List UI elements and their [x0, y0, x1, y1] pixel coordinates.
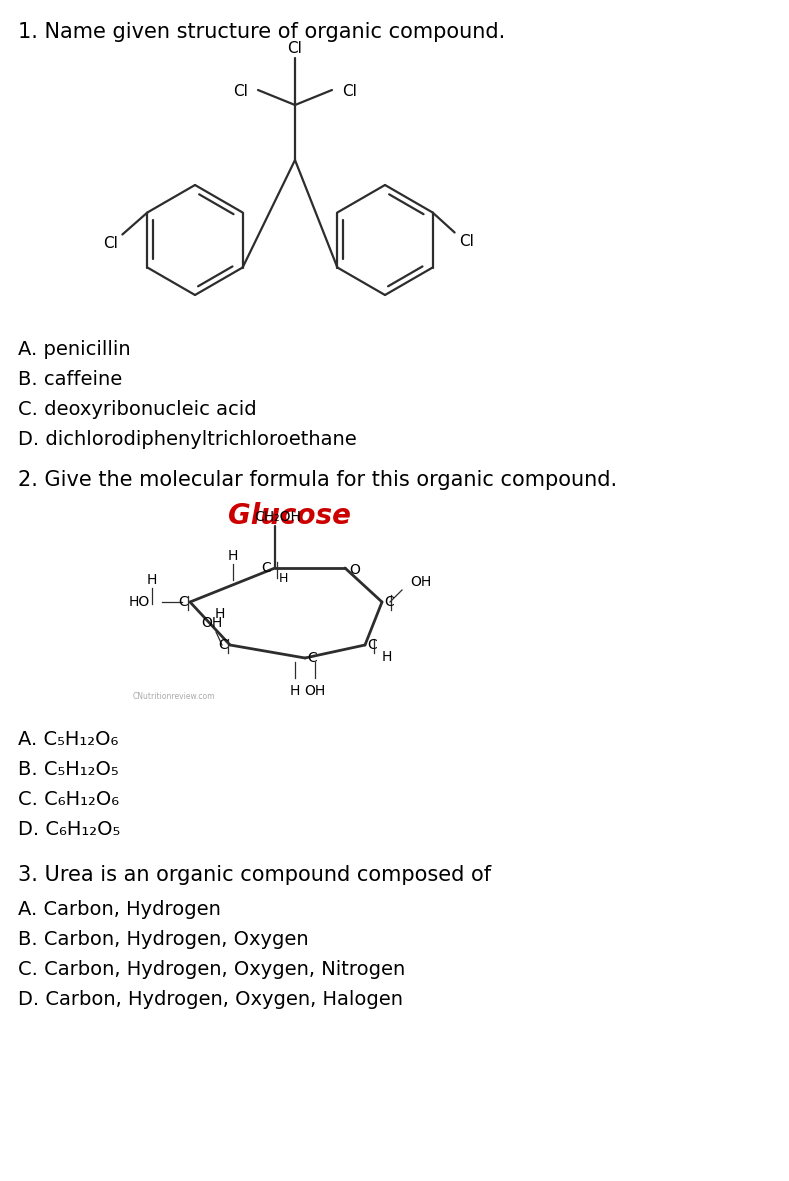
Text: Cl: Cl [458, 235, 473, 249]
Text: Cl: Cl [233, 85, 248, 99]
Text: CNutritionreview.com: CNutritionreview.com [133, 692, 215, 702]
Text: H: H [215, 607, 225, 621]
Text: B. caffeine: B. caffeine [18, 370, 122, 389]
Text: D. Carbon, Hydrogen, Oxygen, Halogen: D. Carbon, Hydrogen, Oxygen, Halogen [18, 990, 403, 1009]
Text: B. Carbon, Hydrogen, Oxygen: B. Carbon, Hydrogen, Oxygen [18, 929, 308, 950]
Text: C: C [384, 595, 394, 609]
Text: H: H [147, 573, 157, 587]
Text: 1. Name given structure of organic compound.: 1. Name given structure of organic compo… [18, 22, 505, 43]
Text: H: H [228, 549, 238, 563]
Text: OH: OH [201, 616, 222, 629]
Text: 2. Give the molecular formula for this organic compound.: 2. Give the molecular formula for this o… [18, 470, 617, 490]
Text: CH₂OH: CH₂OH [255, 510, 301, 524]
Text: A. C₅H₁₂O₆: A. C₅H₁₂O₆ [18, 730, 118, 749]
Text: C: C [261, 561, 271, 575]
Text: Cl: Cl [287, 41, 302, 56]
Text: A. Carbon, Hydrogen: A. Carbon, Hydrogen [18, 900, 221, 919]
Text: Glucose: Glucose [229, 502, 352, 530]
Text: D. C₆H₁₂O₅: D. C₆H₁₂O₅ [18, 820, 120, 839]
Text: H: H [279, 572, 288, 585]
Text: 3. Urea is an organic compound composed of: 3. Urea is an organic compound composed … [18, 864, 491, 885]
Text: C. deoxyribonucleic acid: C. deoxyribonucleic acid [18, 400, 256, 419]
Text: Cl: Cl [342, 85, 357, 99]
Text: D. dichlorodiphenyltrichloroethane: D. dichlorodiphenyltrichloroethane [18, 430, 357, 449]
Text: H: H [382, 650, 392, 664]
Text: B. C₅H₁₂O₅: B. C₅H₁₂O₅ [18, 761, 118, 779]
Text: Cl: Cl [103, 236, 118, 252]
Text: C: C [219, 638, 228, 652]
Text: C. C₆H₁₂O₆: C. C₆H₁₂O₆ [18, 790, 119, 809]
Text: OH: OH [410, 575, 432, 589]
Text: A. penicillin: A. penicillin [18, 340, 131, 359]
Text: C: C [178, 595, 188, 609]
Text: HO: HO [129, 595, 150, 609]
Text: O: O [349, 563, 360, 578]
Text: C: C [367, 638, 377, 652]
Text: H: H [290, 684, 300, 698]
Text: OH: OH [305, 684, 326, 698]
Text: C: C [307, 651, 316, 665]
Text: C. Carbon, Hydrogen, Oxygen, Nitrogen: C. Carbon, Hydrogen, Oxygen, Nitrogen [18, 960, 406, 979]
